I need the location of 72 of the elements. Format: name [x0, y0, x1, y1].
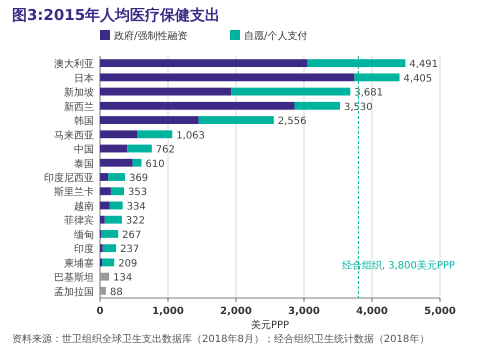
bar	[100, 286, 106, 295]
bar	[100, 202, 110, 210]
legend-label: 自愿/个人支付	[244, 30, 308, 42]
bar	[100, 144, 128, 152]
bar	[100, 130, 138, 138]
bar	[231, 88, 350, 96]
total-label: 134	[113, 272, 132, 284]
x-tick-label: 1,000	[152, 306, 184, 317]
total-label: 334	[126, 201, 146, 212]
y-tick-label: 印度	[74, 243, 94, 256]
total-label: 322	[126, 216, 145, 227]
bar	[100, 272, 110, 281]
y-tick-label: 缅甸	[74, 228, 94, 241]
y-tick-label: 斯里兰卡	[54, 186, 94, 198]
total-label: 3,681	[354, 88, 383, 99]
y-tick-label: 印度尼西亚	[44, 172, 94, 184]
x-tick-label: 5,000	[424, 306, 456, 317]
bar	[100, 102, 294, 110]
x-tick-label: 3,000	[288, 306, 320, 317]
total-label: 4,405	[404, 73, 432, 84]
y-tick-label: 菲律宾	[64, 214, 94, 227]
bar	[100, 73, 354, 82]
bar	[102, 258, 114, 266]
y-tick-label: 巴基斯坦	[54, 272, 94, 284]
bar	[102, 244, 116, 252]
y-tick-label: 马来西亚	[54, 129, 94, 142]
x-tick-label: 0	[96, 306, 104, 317]
y-tick-label: 柬埔寨	[64, 257, 94, 270]
y-tick-label: 新加坡	[64, 86, 94, 99]
bar	[110, 202, 123, 210]
bar	[100, 116, 199, 124]
total-label: 2,556	[278, 116, 306, 128]
total-label: 762	[156, 144, 175, 156]
total-label: 353	[128, 187, 148, 198]
y-tick-label: 新西兰	[64, 100, 94, 113]
total-label: 3,530	[344, 102, 373, 113]
total-label: 88	[110, 286, 123, 298]
total-label: 369	[129, 173, 148, 184]
bar	[198, 116, 274, 124]
ref-line-label: 经合组织, 3,800美元PPP	[342, 260, 455, 272]
total-label: 1,063	[176, 130, 205, 142]
total-label: 267	[122, 230, 142, 241]
bar	[104, 216, 122, 224]
bar	[100, 173, 108, 181]
x-axis-title: 美元PPP	[250, 319, 290, 331]
bar	[137, 130, 172, 138]
y-tick-label: 越南	[74, 200, 94, 212]
bar	[294, 102, 340, 110]
bar	[108, 173, 126, 181]
bar	[100, 187, 111, 196]
bar	[100, 88, 232, 96]
bar	[100, 59, 308, 68]
bar	[101, 230, 118, 238]
bar	[100, 158, 133, 167]
legend-label: 政府/强制性融资	[114, 30, 188, 42]
total-label: 4,491	[409, 59, 438, 70]
chart-title: 图3:2015年人均医疗保健支出	[12, 6, 220, 24]
bar	[127, 144, 152, 152]
bar	[132, 158, 142, 167]
y-tick-label: 中国	[74, 144, 94, 156]
total-label: 610	[145, 158, 165, 170]
y-tick-label: 孟加拉国	[54, 286, 94, 298]
bar	[100, 216, 105, 224]
y-tick-label: 韩国	[74, 115, 94, 128]
total-label: 209	[118, 258, 138, 270]
x-tick-label: 4,000	[356, 306, 388, 317]
y-tick-label: 澳大利亚	[54, 58, 94, 70]
bar	[110, 187, 124, 196]
y-tick-label: 泰国	[74, 158, 94, 170]
y-tick-label: 日本	[74, 72, 94, 84]
x-tick-label: 2,000	[220, 306, 252, 317]
total-label: 237	[120, 244, 140, 256]
